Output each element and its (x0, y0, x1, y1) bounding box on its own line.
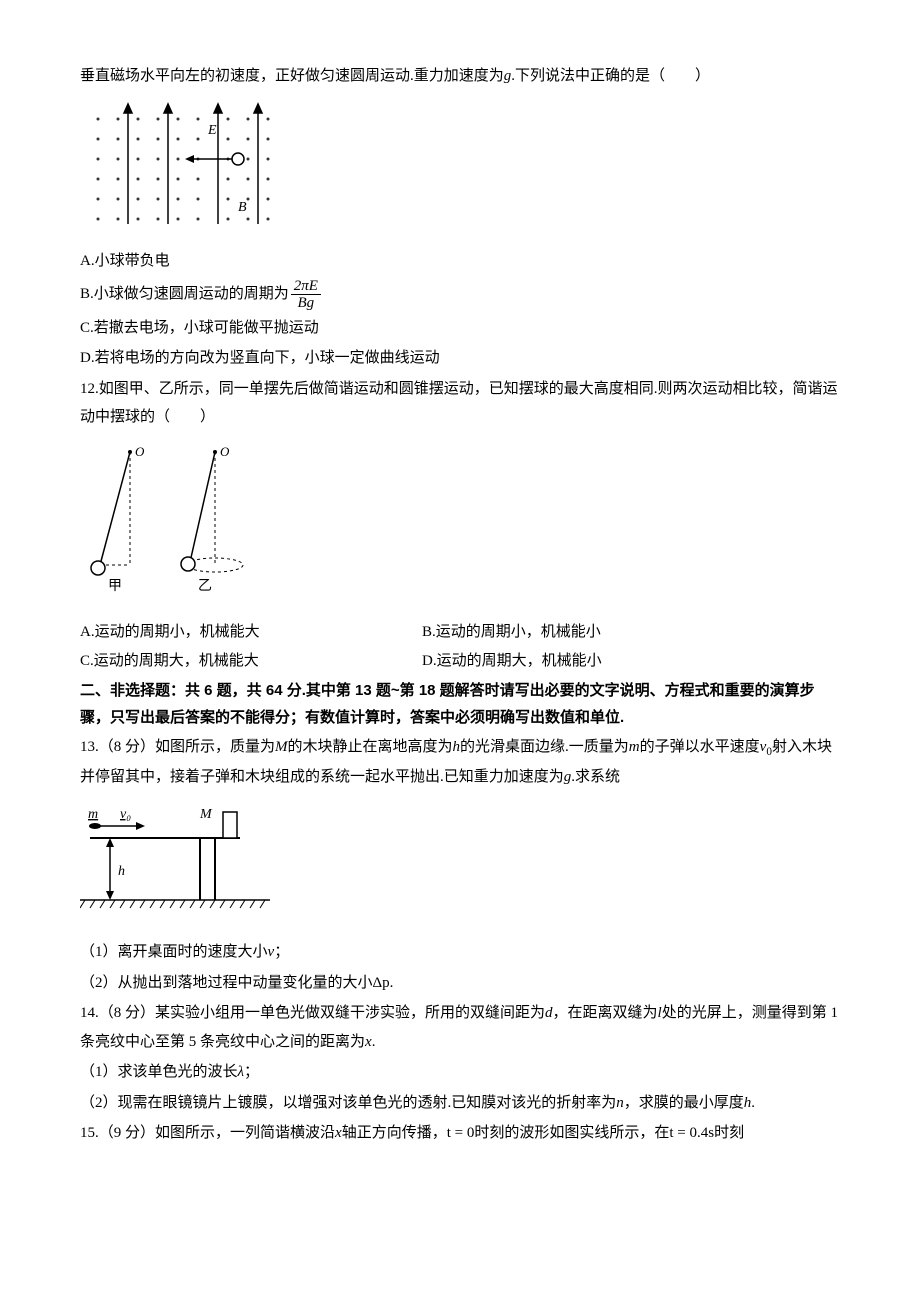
q11-optC: C.若撤去电场，小球可能做平抛运动 (80, 314, 840, 343)
q14-sub1-a: （1）求该单色光的波长 (80, 1064, 238, 1080)
q13-sub2-a: （2）从抛出到落地过程中动量变化量的大小 (80, 975, 373, 991)
q12-label-yi: 乙 (198, 578, 212, 594)
q14-sub2: （2）现需在眼镜镜片上镀膜，以增强对该单色光的透射.已知膜对该光的折射率为n，求… (80, 1089, 840, 1118)
q13-stem-b: 的木块静止在离地高度为 (288, 739, 453, 755)
q14-stem-b: ，在距离双缝为 (553, 1005, 658, 1021)
q11-optB: B.小球做匀速圆周运动的周期为 2πE Bg (80, 278, 840, 312)
q15-var-x: x (335, 1125, 342, 1141)
q12-label-O1: O (135, 444, 145, 459)
q13-sub2-dp: Δp (373, 975, 390, 991)
q11-optA: A.小球带负电 (80, 247, 840, 276)
q15-stem-b: 轴正方向传播， (342, 1125, 447, 1141)
q13-fig-label-h: h (118, 864, 125, 879)
section2-header: 二、非选择题：共 6 题，共 64 分.其中第 13 题~第 18 题解答时请写… (80, 677, 840, 731)
q15-stem-d: 时刻 (714, 1125, 744, 1141)
q12-options-row2: C.运动的周期大，机械能大 D.运动的周期大，机械能小 (80, 647, 840, 676)
q11-label-E: E (207, 123, 217, 138)
q11-optB-num: 2πE (291, 278, 321, 296)
q13-sub1-a: （1）离开桌面时的速度大小 (80, 944, 268, 960)
q14-var-x: x (365, 1034, 372, 1050)
q12-label-O2: O (220, 444, 230, 459)
q14-stem: 14.（8 分）某实验小组用一单色光做双缝干涉实验，所用的双缝间距为d，在距离双… (80, 999, 840, 1056)
q14-stem-a: 14.（8 分）某实验小组用一单色光做双缝干涉实验，所用的双缝间距为 (80, 1005, 545, 1021)
q11-stem-text-a: 垂直磁场水平向左的初速度，正好做匀速圆周运动.重力加速度为 (80, 68, 504, 84)
q14-stem-d: . (372, 1034, 376, 1050)
q13-stem-f: .求系统 (571, 769, 620, 785)
q13-var-m: m (629, 739, 640, 755)
q11-stem-continued: 垂直磁场水平向左的初速度，正好做匀速圆周运动.重力加速度为g.下列说法中正确的是… (80, 62, 840, 91)
q13-var-M: M (275, 739, 288, 755)
q12-optD: D.运动的周期大，机械能小 (422, 647, 764, 676)
q15-stem: 15.（9 分）如图所示，一列简谐横波沿x轴正方向传播，t = 0时刻的波形如图… (80, 1119, 840, 1148)
q13-stem-c: 的光滑桌面边缘.一质量为 (460, 739, 629, 755)
q12-label-jia: 甲 (108, 579, 122, 594)
q14-sub1-b: ； (244, 1064, 259, 1080)
q13-stem: 13.（8 分）如图所示，质量为M的木块静止在离地高度为h的光滑桌面边缘.一质量… (80, 733, 840, 792)
q13-sub2-b: . (390, 975, 394, 991)
q13-stem-d: 的子弹以水平速度 (640, 739, 760, 755)
q12-figure-svg: O 甲 O 乙 (80, 440, 250, 600)
q13-sub1-b: ； (274, 944, 289, 960)
q11-optB-den: Bg (291, 295, 321, 312)
q12-options-row1: A.运动的周期小，机械能大 B.运动的周期小，机械能小 (80, 618, 840, 647)
q14-var-d: d (545, 1005, 553, 1021)
q11-optD: D.若将电场的方向改为竖直向下，小球一定做曲线运动 (80, 344, 840, 373)
q14-sub1: （1）求该单色光的波长λ； (80, 1058, 840, 1087)
q11-figure-svg: E B (80, 99, 280, 229)
q15-var-t0: t = 0 (447, 1125, 475, 1141)
q11-stem-text-b: .下列说法中正确的是（ ） (511, 68, 710, 84)
q12-figure: O 甲 O 乙 (80, 440, 840, 611)
q11-optB-fraction: 2πE Bg (291, 278, 321, 312)
q13-sub2: （2）从抛出到落地过程中动量变化量的大小Δp. (80, 969, 840, 998)
q14-sub2-b: ，求膜的最小厚度 (624, 1095, 744, 1111)
q14-sub2-a: （2）现需在眼镜镜片上镀膜，以增强对该单色光的透射.已知膜对该光的折射率为 (80, 1095, 616, 1111)
q14-sub2-c: . (751, 1095, 755, 1111)
q12-optB: B.运动的周期小，机械能小 (422, 618, 764, 647)
q12-stem: 12.如图甲、乙所示，同一单摆先后做简谐运动和圆锥摆运动，已知摆球的最大高度相同… (80, 375, 840, 432)
q11-figure: E B (80, 99, 840, 240)
q13-fig-label-M: M (199, 807, 213, 822)
q12-optC: C.运动的周期大，机械能大 (80, 647, 422, 676)
q13-sub1: （1）离开桌面时的速度大小v； (80, 938, 840, 967)
q15-stem-a: 15.（9 分）如图所示，一列简谐横波沿 (80, 1125, 335, 1141)
q11-label-B: B (238, 200, 247, 215)
q13-figure-svg: m v₀ M h (80, 800, 270, 920)
q12-optA: A.运动的周期小，机械能大 (80, 618, 422, 647)
q13-figure: m v₀ M h (80, 800, 840, 931)
q15-stem-c: 时刻的波形如图实线所示，在 (474, 1125, 669, 1141)
q13-stem-a: 13.（8 分）如图所示，质量为 (80, 739, 275, 755)
q13-fig-label-v0: v₀ (120, 807, 131, 822)
q14-sub2-n: n (616, 1095, 624, 1111)
q13-fig-label-m: m (88, 807, 98, 822)
q11-optB-text: B.小球做匀速圆周运动的周期为 (80, 280, 289, 309)
q13-var-h: h (453, 739, 461, 755)
q15-var-t: t = 0.4s (669, 1125, 714, 1141)
